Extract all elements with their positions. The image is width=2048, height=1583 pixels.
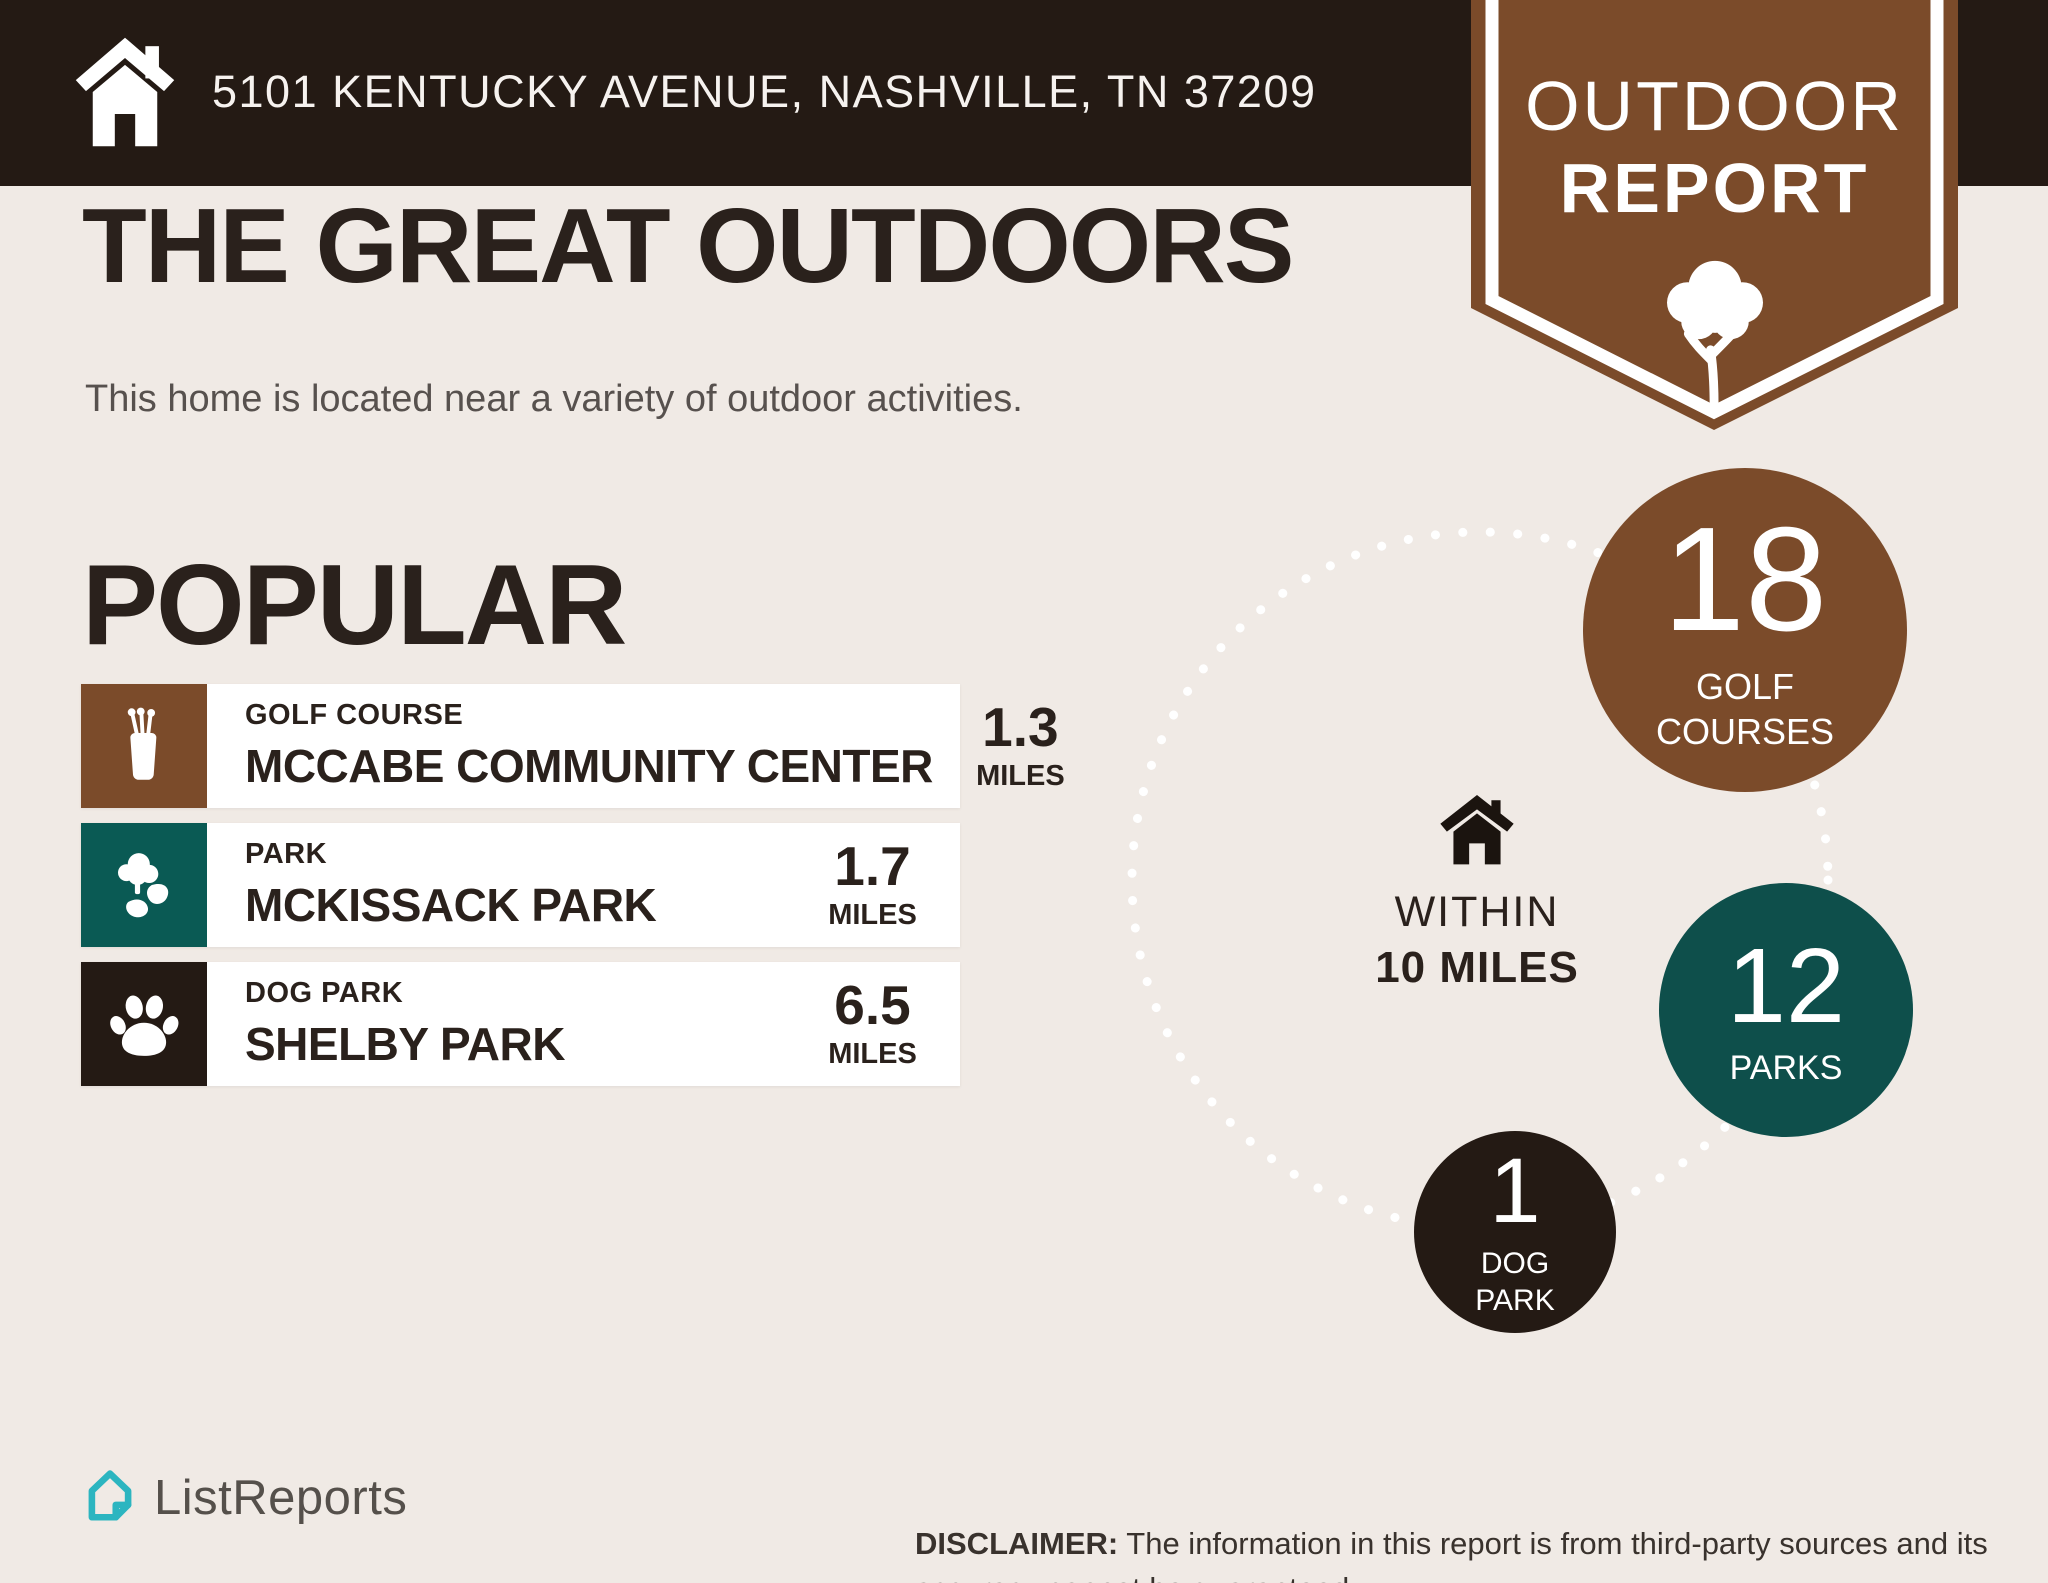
poi-card-dog-park: DOG PARK SHELBY PARK 6.5 MILES [81,962,960,1086]
ribbon-title-line1: OUTDOOR [1525,67,1904,145]
tree-icon [1640,252,1790,417]
poi-distance-value: 6.5 [834,973,911,1036]
stat-value: 18 [1662,497,1828,662]
home-icon [74,36,176,148]
outdoor-report-ribbon: OUTDOOR REPORT [1471,0,1958,436]
poi-card-text: DOG PARK SHELBY PARK [207,962,785,1086]
poi-distance-value: 1.3 [982,695,1059,758]
radius-center-label: WITHIN 10 MILES [1277,795,1677,993]
poi-distance: 1.7 MILES [785,823,960,947]
poi-distance: 6.5 MILES [785,962,960,1086]
poi-name: SHELBY PARK [245,1018,565,1070]
popular-list: GOLF COURSE MCCABE COMMUNITY CENTER 1.3 … [81,684,1065,1086]
listreports-logo: ListReports [82,1466,407,1529]
within-label: WITHIN [1394,888,1560,936]
poi-card-text: PARK MCKISSACK PARK [207,823,785,947]
disclaimer-label: DISCLAIMER: [915,1526,1119,1561]
paw-icon [81,962,207,1086]
radius-label: 10 MILES [1375,943,1579,992]
stat-circle-golf-courses: 18 GOLF COURSES [1583,468,1907,792]
page-subtitle: This home is located near a variety of o… [85,378,1023,420]
poi-category: GOLF COURSE [245,699,464,731]
poi-distance-unit: MILES [828,1037,917,1070]
poi-name: MCKISSACK PARK [245,879,657,931]
stat-circle-dog-park: 1 DOG PARK [1414,1131,1616,1333]
poi-distance: 1.3 MILES [933,684,1108,808]
poi-distance-unit: MILES [976,759,1065,792]
park-icon [81,823,207,947]
poi-distance-unit: MILES [828,898,917,931]
poi-card-text: GOLF COURSE MCCABE COMMUNITY CENTER [207,684,933,808]
stat-label: DOG PARK [1475,1247,1555,1317]
poi-name: MCCABE COMMUNITY CENTER [245,740,933,792]
golf-bag-icon [81,684,207,808]
property-address: 5101 KENTUCKY AVENUE, NASHVILLE, TN 3720… [212,65,1317,117]
ribbon-title-line2: REPORT [1559,149,1870,227]
home-icon [1436,795,1518,872]
popular-heading: POPULAR [82,542,627,669]
stat-value: 12 [1727,926,1845,1045]
disclaimer-text: The information in this report is from t… [915,1526,1988,1583]
stat-label: GOLF COURSES [1655,666,1835,752]
poi-distance-value: 1.7 [834,834,911,897]
disclaimer: DISCLAIMER: The information in this repo… [915,1521,1993,1583]
stat-label: PARKS [1729,1048,1843,1087]
listreports-house-logo-icon [82,1466,138,1529]
poi-category: DOG PARK [245,977,404,1009]
stat-value: 1 [1489,1140,1541,1242]
poi-card-park: PARK MCKISSACK PARK 1.7 MILES [81,823,960,947]
ribbon-banner-shape [1471,0,1958,430]
stat-circle-parks: 12 PARKS [1659,883,1913,1137]
poi-category: PARK [245,838,328,870]
page-title: THE GREAT OUTDOORS [82,187,1294,305]
poi-card-golf-course: GOLF COURSE MCCABE COMMUNITY CENTER 1.3 … [81,684,1065,808]
brand-name: ListReports [154,1470,408,1525]
